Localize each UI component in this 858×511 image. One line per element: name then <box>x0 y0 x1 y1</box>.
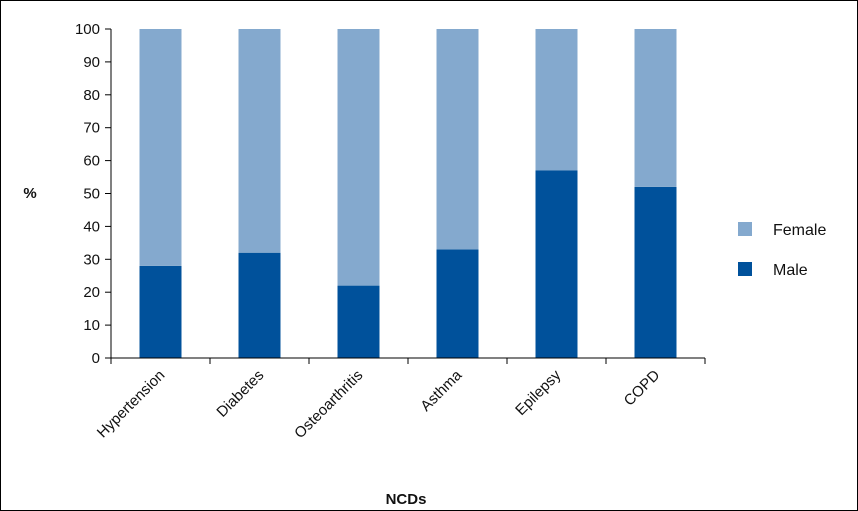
bar-male-copd <box>635 187 677 358</box>
y-tick-label: 60 <box>83 153 100 170</box>
bar-female-diabetes <box>239 29 281 253</box>
bar-male-diabetes <box>239 253 281 358</box>
bar-female-hypertension <box>140 29 182 266</box>
x-axis-title: NCDs <box>386 491 427 508</box>
y-axis-title: % <box>23 185 36 202</box>
bar-male-osteoarthritis <box>338 286 380 358</box>
y-tick-label: 30 <box>83 251 100 268</box>
legend-label-female: Female <box>773 222 826 239</box>
y-tick-label: 20 <box>83 284 100 301</box>
y-tick-label: 0 <box>92 350 100 367</box>
legend-swatch-female <box>738 222 752 236</box>
y-tick-label: 80 <box>83 87 100 104</box>
y-tick-label: 50 <box>83 186 100 203</box>
bar-female-asthma <box>437 29 479 249</box>
bar-female-osteoarthritis <box>338 29 380 286</box>
legend-swatch-male <box>738 262 752 276</box>
bar-male-asthma <box>437 249 479 358</box>
y-tick-label: 70 <box>83 120 100 137</box>
bar-male-hypertension <box>140 266 182 358</box>
y-tick-label: 10 <box>83 317 100 334</box>
y-tick-label: 40 <box>83 218 100 235</box>
y-tick-label: 100 <box>75 21 100 38</box>
legend-label-male: Male <box>773 262 808 279</box>
bar-female-epilepsy <box>536 29 578 171</box>
bar-male-epilepsy <box>536 171 578 359</box>
bar-female-copd <box>635 29 677 187</box>
y-tick-label: 90 <box>83 54 100 71</box>
